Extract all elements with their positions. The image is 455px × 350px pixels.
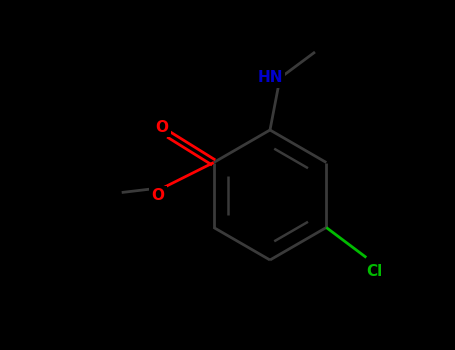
Text: Cl: Cl xyxy=(366,264,382,279)
Text: O: O xyxy=(151,188,164,203)
Text: HN: HN xyxy=(257,70,283,85)
Text: O: O xyxy=(155,120,168,135)
